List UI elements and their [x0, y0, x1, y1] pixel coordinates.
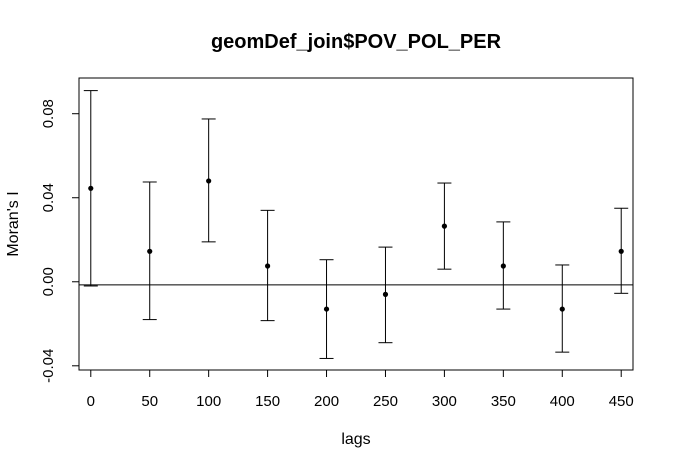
x-tick-label-0: 0: [87, 393, 95, 410]
y-axis-label: Moran's I: [5, 191, 22, 256]
estimate-point-350: [500, 263, 506, 269]
y-tick-label-0.00: 0.00: [40, 267, 57, 296]
x-tick-label-50: 50: [141, 393, 158, 410]
estimate-point-200: [323, 306, 330, 312]
estimate-point-250: [382, 291, 389, 297]
x-tick-label-350: 350: [491, 393, 516, 410]
x-axis-label: lags: [341, 431, 370, 448]
x-tick-label-400: 400: [550, 393, 575, 410]
estimate-point-300: [441, 223, 448, 229]
estimate-point-50: [147, 248, 153, 254]
axes: 0 50 100 150 200 250 300 350 400 450 -0.04 0.00 0.04…: [40, 99, 634, 410]
chart-title: geomDef_join$POV_POL_PER: [211, 31, 502, 53]
x-tick-label-450: 450: [609, 393, 634, 410]
x-tick-label-200: 200: [314, 393, 339, 410]
x-tick-label-150: 150: [255, 393, 280, 410]
y-tick-label--0.04: -0.04: [40, 349, 57, 383]
x-tick-label-250: 250: [373, 393, 398, 410]
y-tick-label-0.08: 0.08: [40, 99, 57, 128]
plot-frame: [78, 77, 634, 371]
estimate-point-400: [559, 306, 565, 312]
y-tick-label-0.04: 0.04: [40, 183, 57, 212]
estimate-point-150: [264, 263, 271, 269]
data-marks: [79, 90, 633, 359]
x-tick-label-300: 300: [432, 393, 457, 410]
estimate-point-100: [206, 178, 212, 184]
estimate-point-0: [88, 185, 94, 191]
x-tick-label-100: 100: [196, 393, 221, 410]
estimate-point-450: [618, 248, 624, 254]
